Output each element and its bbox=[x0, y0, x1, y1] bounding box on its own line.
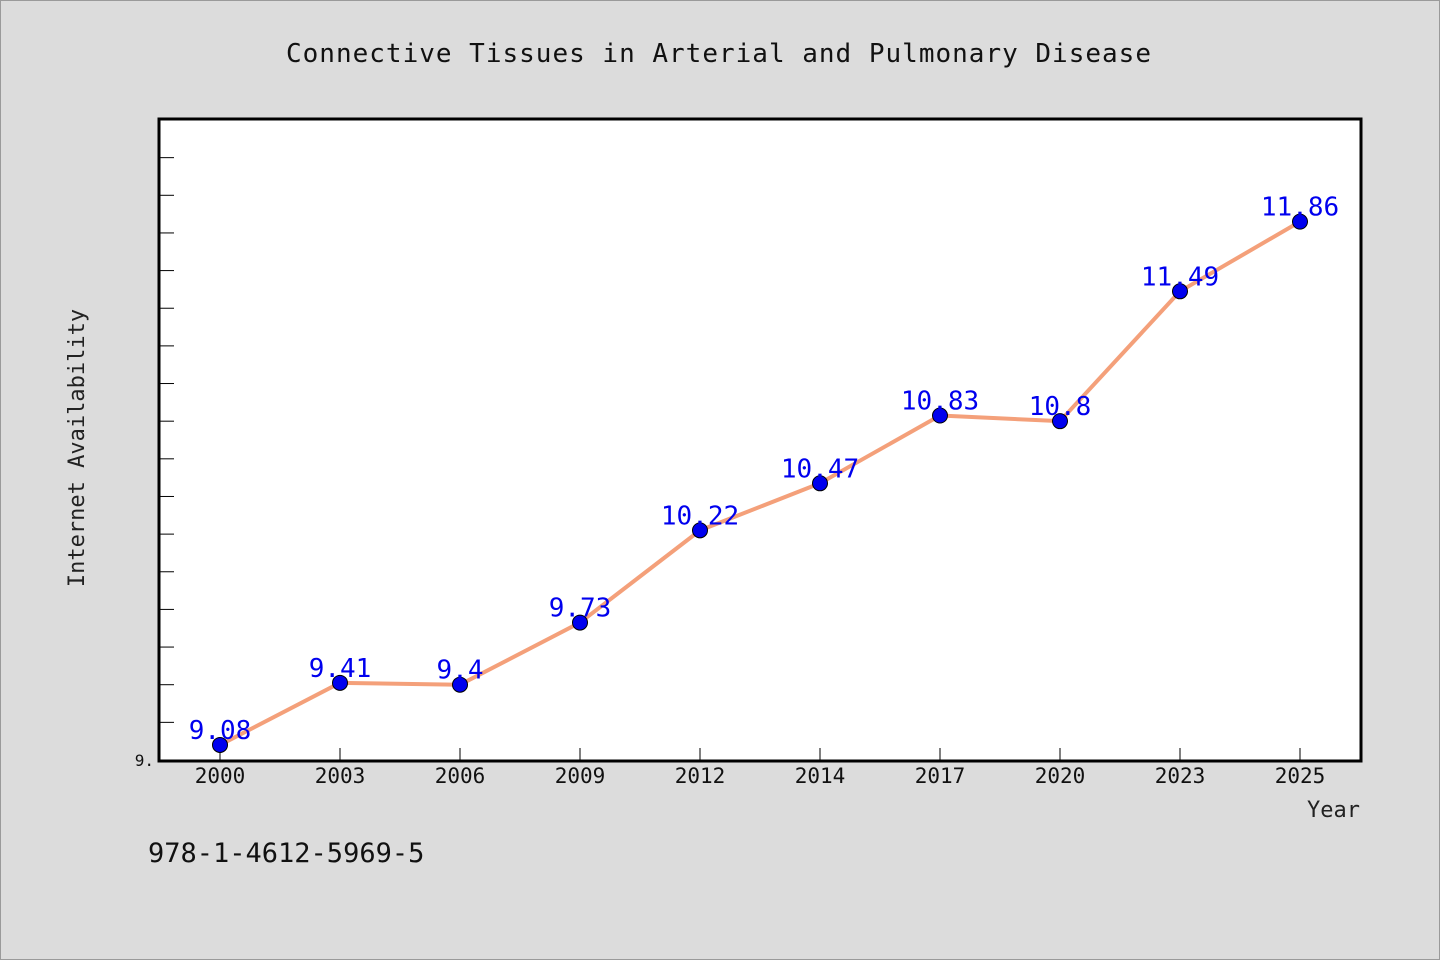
data-label: 9.4 bbox=[437, 656, 484, 686]
data-label: 9.73 bbox=[549, 594, 612, 624]
data-point bbox=[932, 407, 948, 424]
y-axis-label: Internet Availability bbox=[65, 309, 90, 587]
data-point bbox=[812, 475, 828, 492]
data-label: 11.49 bbox=[1141, 262, 1219, 292]
data-point bbox=[212, 736, 228, 753]
data-label: 9.41 bbox=[309, 654, 372, 684]
data-label: 10.47 bbox=[781, 454, 859, 484]
x-axis-label: Year bbox=[1307, 798, 1360, 823]
plot-area bbox=[157, 117, 1363, 763]
x-tick-label: 2014 bbox=[795, 764, 846, 788]
data-label: 10.83 bbox=[901, 387, 979, 417]
x-tick-label: 2020 bbox=[1035, 764, 1086, 788]
data-point bbox=[452, 676, 468, 693]
x-tick-label: 2012 bbox=[675, 764, 726, 788]
data-point bbox=[332, 674, 348, 691]
isbn-text: 978-1-4612-5969-5 bbox=[148, 838, 424, 869]
data-label: 10.22 bbox=[661, 501, 739, 531]
chart-title: Connective Tissues in Arterial and Pulmo… bbox=[286, 39, 1152, 69]
data-label: 9.08 bbox=[189, 716, 252, 746]
x-axis-ticks: 2000 2003 2006 2009 2012 2014 2017 2020 2023 2025 bbox=[195, 748, 1326, 788]
y-axis-ticks: 9. bbox=[135, 119, 174, 770]
x-tick-label: 2025 bbox=[1275, 764, 1326, 788]
x-tick-label: 2023 bbox=[1155, 764, 1206, 788]
x-tick-label: 2006 bbox=[435, 764, 486, 788]
data-label: 10.8 bbox=[1029, 392, 1092, 422]
x-tick-label: 2003 bbox=[315, 764, 366, 788]
data-point bbox=[1172, 283, 1188, 300]
x-tick-label: 2017 bbox=[915, 764, 966, 788]
data-label: 11.86 bbox=[1261, 193, 1339, 223]
series-line-group bbox=[212, 213, 1308, 753]
data-point bbox=[1292, 213, 1308, 230]
y-tick-label: 9. bbox=[135, 751, 154, 770]
series-line bbox=[219, 219, 1302, 747]
data-point bbox=[692, 522, 708, 539]
x-tick-label: 2009 bbox=[555, 764, 606, 788]
data-point bbox=[1052, 413, 1068, 430]
data-point bbox=[572, 614, 588, 631]
data-label-group: 9.08 9.41 9.4 9.73 10.22 10.47 10.83 10.8 11.49 1… bbox=[189, 193, 1339, 746]
x-tick-label: 2000 bbox=[195, 764, 246, 788]
